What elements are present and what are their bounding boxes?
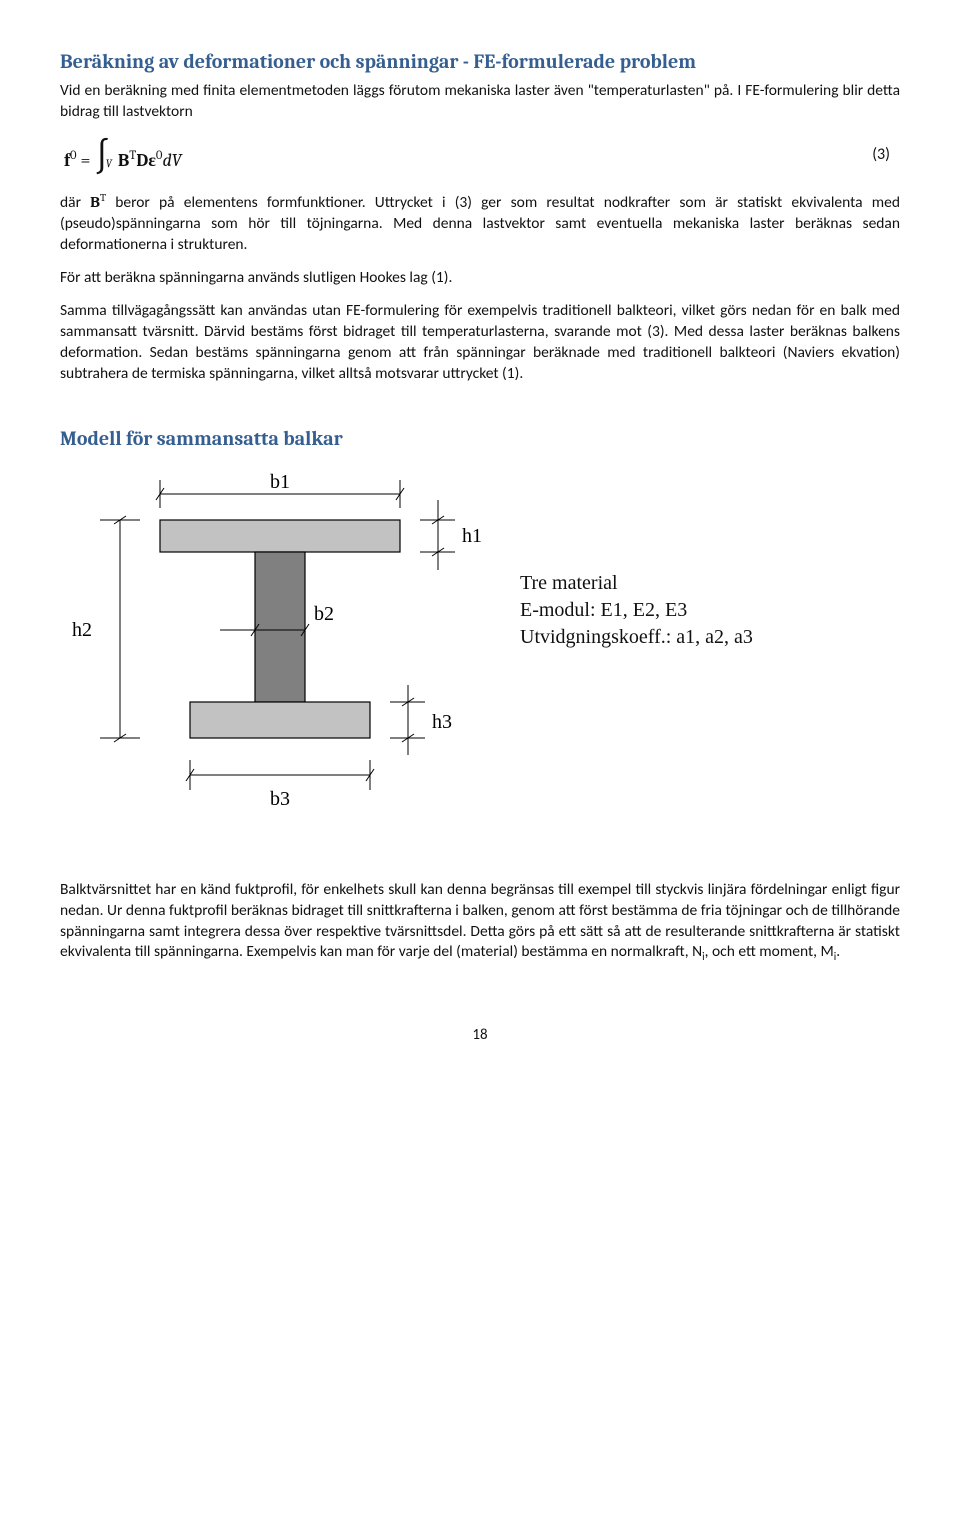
paragraph-5: Balktvärsnittet har en känd fuktprofil, … (60, 880, 900, 965)
dim-h2 (100, 516, 140, 742)
paragraph-1: Vid en beräkning med finita elementmetod… (60, 81, 900, 123)
label-b3: b3 (270, 788, 290, 810)
equation-3-row: f0 = ∫ V BTDε0dV (3) (60, 137, 900, 173)
paragraph-3: För att beräkna spänningarna används slu… (60, 268, 900, 289)
label-h3: h3 (432, 711, 452, 733)
dim-h3 (390, 685, 425, 755)
beam-web (255, 552, 305, 702)
dim-b3 (186, 760, 374, 790)
equation-3: f0 = ∫ V BTDε0dV (60, 137, 182, 173)
equation-3-number: (3) (872, 144, 900, 166)
page-number: 18 (60, 1025, 900, 1045)
beam-side-line1: Tre material (520, 570, 753, 597)
section-heading-1: Beräkning av deformationer och spänninga… (60, 48, 900, 75)
label-b1: b1 (270, 471, 290, 493)
beam-diagram: b1 b2 b3 h1 (60, 460, 820, 840)
beam-side-line2: E-modul: E1, E2, E3 (520, 597, 753, 624)
dim-h1 (420, 500, 455, 570)
beam-bottom-flange (190, 702, 370, 738)
beam-side-line3: Utvidgningskoeff.: a1, a2, a3 (520, 624, 753, 651)
paragraph-2: där BT beror på elementens formfunktione… (60, 191, 900, 256)
paragraph-4: Samma tillvägagångssätt kan användas uta… (60, 301, 900, 385)
label-h2: h2 (72, 619, 92, 641)
beam-svg: b1 b2 b3 h1 (60, 460, 520, 840)
label-b2: b2 (314, 603, 334, 625)
label-h1: h1 (462, 525, 482, 547)
beam-top-flange (160, 520, 400, 552)
beam-material-text: Tre material E-modul: E1, E2, E3 Utvidgn… (520, 570, 753, 651)
section-heading-2: Modell för sammansatta balkar (60, 425, 900, 452)
